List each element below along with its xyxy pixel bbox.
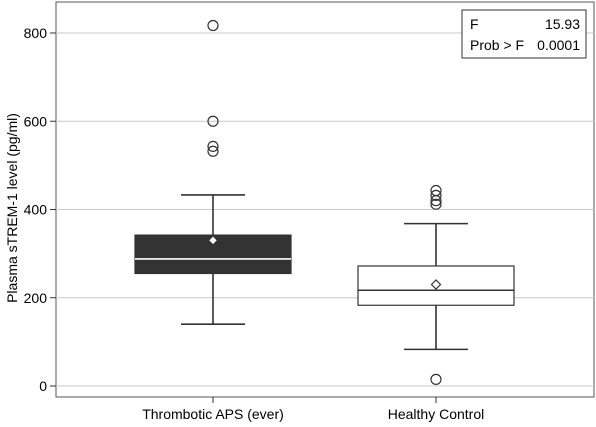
x-axis: Thrombotic APS (ever) Healthy Control — [142, 397, 484, 422]
stats-box: F 15.93 Prob > F 0.0001 — [461, 9, 587, 59]
x-tick-label: Healthy Control — [388, 406, 485, 422]
y-tick-label: 200 — [24, 290, 48, 306]
y-tick-label: 400 — [24, 202, 48, 218]
mean-marker — [430, 279, 442, 290]
box-group — [357, 184, 515, 385]
outlier-point — [207, 19, 219, 32]
outlier-point — [430, 373, 442, 385]
box-group — [134, 19, 292, 326]
stats-f-value: 15.93 — [545, 16, 580, 32]
y-axis-label: Plasma sTREM-1 level (pg/ml) — [4, 113, 20, 303]
y-axis: 0 200 400 600 800 — [24, 25, 56, 394]
y-tick-label: 800 — [24, 25, 48, 41]
y-tick-label: 600 — [24, 113, 48, 129]
y-tick-label: 0 — [39, 378, 47, 394]
outlier-point — [430, 198, 442, 210]
outlier-point — [430, 189, 442, 201]
outlier-point — [207, 145, 219, 157]
plot-frame — [55, 1, 595, 398]
boxes — [134, 19, 515, 385]
stats-f-label: F — [470, 16, 479, 32]
stats-prob-value: 0.0001 — [537, 37, 580, 53]
stats-prob-label: Prob > F — [470, 37, 524, 53]
mean-marker — [207, 235, 219, 246]
outlier-point — [430, 184, 442, 197]
stats-box-frame — [461, 9, 587, 59]
outlier-point — [207, 140, 219, 153]
x-tick-label: Thrombotic APS (ever) — [142, 406, 284, 422]
outlier-point — [207, 115, 219, 127]
